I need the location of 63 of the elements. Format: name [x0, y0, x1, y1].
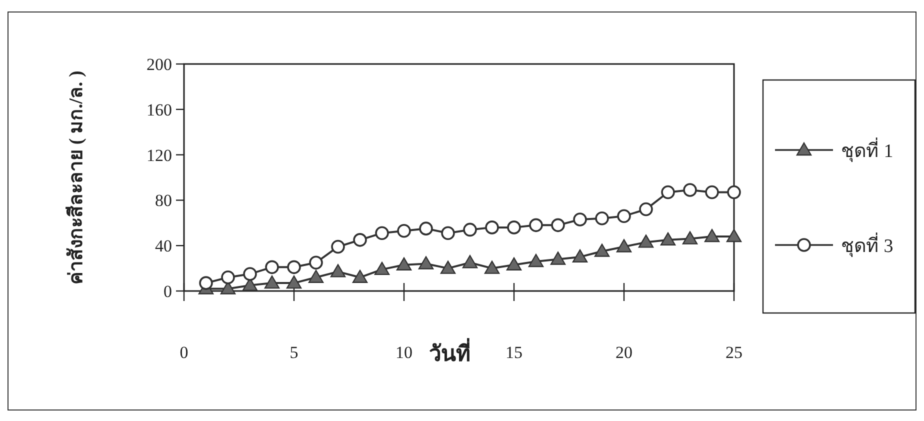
point [594, 244, 610, 257]
point [638, 234, 654, 248]
point [308, 270, 324, 283]
point [616, 239, 632, 252]
point [484, 260, 500, 274]
point [573, 212, 587, 226]
x-tick-label: 0 [180, 343, 188, 362]
point [617, 209, 631, 223]
point [418, 256, 434, 270]
point [529, 218, 543, 232]
x-tick-label: 20 [616, 343, 632, 362]
point [595, 211, 609, 226]
point [726, 228, 742, 242]
y-tick-label: 120 [146, 146, 172, 165]
y-tick-label: 160 [146, 100, 172, 120]
x-tick-label: 15 [506, 343, 522, 362]
point [353, 233, 367, 247]
y-tick-label: 80 [155, 191, 172, 210]
legend-label: ชุดที่ 3 [841, 232, 894, 258]
point [661, 185, 675, 200]
point [528, 254, 544, 268]
point [441, 226, 455, 240]
point [572, 249, 588, 263]
point [419, 222, 433, 236]
point [727, 185, 741, 200]
point [396, 257, 412, 270]
point [551, 218, 565, 232]
point [330, 264, 346, 278]
point [287, 260, 301, 274]
point [265, 260, 279, 274]
point [704, 228, 720, 242]
x-tick-label: 5 [290, 343, 298, 362]
point [309, 256, 323, 270]
point [682, 231, 698, 244]
y-tick-label: 40 [155, 236, 172, 256]
y-tick-label: 200 [146, 55, 172, 74]
point [639, 202, 653, 216]
point [397, 224, 411, 238]
point [506, 257, 522, 270]
x-axis-title: วันที่ [429, 337, 472, 366]
point [705, 185, 719, 200]
point [507, 220, 521, 234]
point [331, 240, 345, 254]
point [243, 267, 257, 281]
point [683, 183, 697, 197]
point [485, 220, 499, 234]
point [352, 270, 368, 283]
point [660, 232, 676, 246]
point [374, 262, 390, 276]
point [221, 270, 235, 284]
point [375, 226, 389, 240]
point [550, 252, 566, 265]
x-tick-label: 10 [396, 343, 412, 362]
point [264, 275, 280, 289]
y-tick-label: 0 [164, 282, 172, 301]
legend-label: ชุดที่ 1 [841, 137, 894, 163]
point [199, 276, 213, 290]
point [462, 255, 478, 268]
y-axis-title: ค่าสังกะสีละลาย ( มก./ล. ) [65, 70, 87, 284]
point [286, 275, 302, 289]
point [440, 260, 456, 274]
point [463, 222, 477, 237]
x-tick-label: 25 [726, 343, 742, 362]
